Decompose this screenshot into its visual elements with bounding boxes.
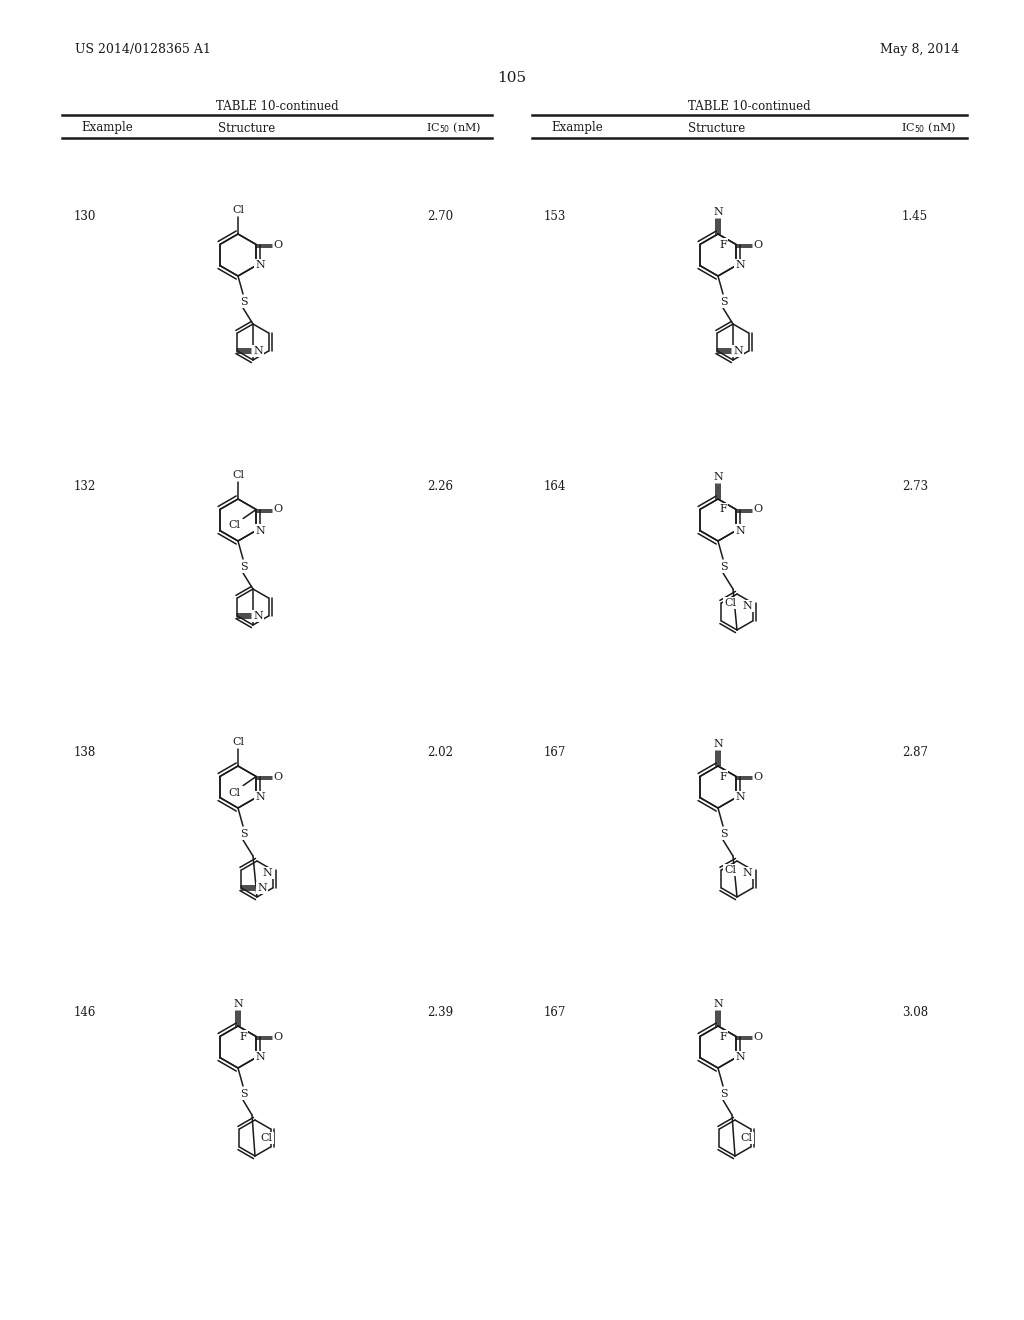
Text: S: S xyxy=(720,297,728,308)
Text: S: S xyxy=(241,829,248,840)
Text: F: F xyxy=(719,239,727,249)
Text: 164: 164 xyxy=(544,479,566,492)
Text: 146: 146 xyxy=(74,1006,96,1019)
Text: N: N xyxy=(713,999,723,1008)
Text: O: O xyxy=(754,239,763,249)
Text: Cl: Cl xyxy=(232,737,244,747)
Text: N: N xyxy=(735,792,745,803)
Text: S: S xyxy=(720,562,728,572)
Text: Example: Example xyxy=(551,121,603,135)
Text: O: O xyxy=(273,1031,283,1041)
Text: N: N xyxy=(258,883,267,894)
Text: IC$_{50}$ (nM): IC$_{50}$ (nM) xyxy=(901,120,956,135)
Text: N: N xyxy=(733,346,743,356)
Text: 2.39: 2.39 xyxy=(427,1006,454,1019)
Text: N: N xyxy=(233,999,243,1008)
Text: N: N xyxy=(742,601,753,611)
Text: N: N xyxy=(255,1052,265,1063)
Text: S: S xyxy=(720,829,728,840)
Text: N: N xyxy=(254,346,263,356)
Text: O: O xyxy=(273,504,283,515)
Text: US 2014/0128365 A1: US 2014/0128365 A1 xyxy=(75,44,211,57)
Text: 167: 167 xyxy=(544,1006,566,1019)
Text: O: O xyxy=(754,771,763,781)
Text: Cl: Cl xyxy=(228,520,241,531)
Text: Structure: Structure xyxy=(688,121,745,135)
Text: TABLE 10-continued: TABLE 10-continued xyxy=(688,99,811,112)
Text: Cl: Cl xyxy=(740,1133,753,1143)
Text: Cl: Cl xyxy=(724,598,736,609)
Text: May 8, 2014: May 8, 2014 xyxy=(880,44,959,57)
Text: Cl: Cl xyxy=(228,788,241,797)
Text: 2.73: 2.73 xyxy=(902,479,928,492)
Text: N: N xyxy=(255,525,265,536)
Text: 2.70: 2.70 xyxy=(427,210,454,223)
Text: 153: 153 xyxy=(544,210,566,223)
Text: O: O xyxy=(273,239,283,249)
Text: 105: 105 xyxy=(498,71,526,84)
Text: N: N xyxy=(263,869,272,878)
Text: 167: 167 xyxy=(544,747,566,759)
Text: N: N xyxy=(735,525,745,536)
Text: 132: 132 xyxy=(74,479,96,492)
Text: N: N xyxy=(735,1052,745,1063)
Text: N: N xyxy=(713,739,723,748)
Text: F: F xyxy=(719,504,727,515)
Text: O: O xyxy=(273,771,283,781)
Text: N: N xyxy=(742,869,753,878)
Text: S: S xyxy=(241,1089,248,1100)
Text: N: N xyxy=(713,207,723,216)
Text: 3.08: 3.08 xyxy=(902,1006,928,1019)
Text: F: F xyxy=(719,771,727,781)
Text: F: F xyxy=(240,1031,247,1041)
Text: Cl: Cl xyxy=(232,470,244,480)
Text: N: N xyxy=(255,792,265,803)
Text: 2.02: 2.02 xyxy=(427,747,453,759)
Text: 1.45: 1.45 xyxy=(902,210,928,223)
Text: O: O xyxy=(754,504,763,515)
Text: S: S xyxy=(720,1089,728,1100)
Text: S: S xyxy=(241,562,248,572)
Text: IC$_{50}$ (nM): IC$_{50}$ (nM) xyxy=(426,120,481,135)
Text: N: N xyxy=(713,473,723,482)
Text: N: N xyxy=(735,260,745,271)
Text: N: N xyxy=(255,260,265,271)
Text: Structure: Structure xyxy=(218,121,275,135)
Text: F: F xyxy=(719,1031,727,1041)
Text: 2.87: 2.87 xyxy=(902,747,928,759)
Text: 2.26: 2.26 xyxy=(427,479,453,492)
Text: 138: 138 xyxy=(74,747,96,759)
Text: TABLE 10-continued: TABLE 10-continued xyxy=(216,99,338,112)
Text: Cl: Cl xyxy=(232,205,244,215)
Text: S: S xyxy=(241,297,248,308)
Text: O: O xyxy=(754,1031,763,1041)
Text: N: N xyxy=(254,611,263,620)
Text: Cl: Cl xyxy=(260,1133,272,1143)
Text: 130: 130 xyxy=(74,210,96,223)
Text: Example: Example xyxy=(81,121,133,135)
Text: Cl: Cl xyxy=(724,865,736,875)
